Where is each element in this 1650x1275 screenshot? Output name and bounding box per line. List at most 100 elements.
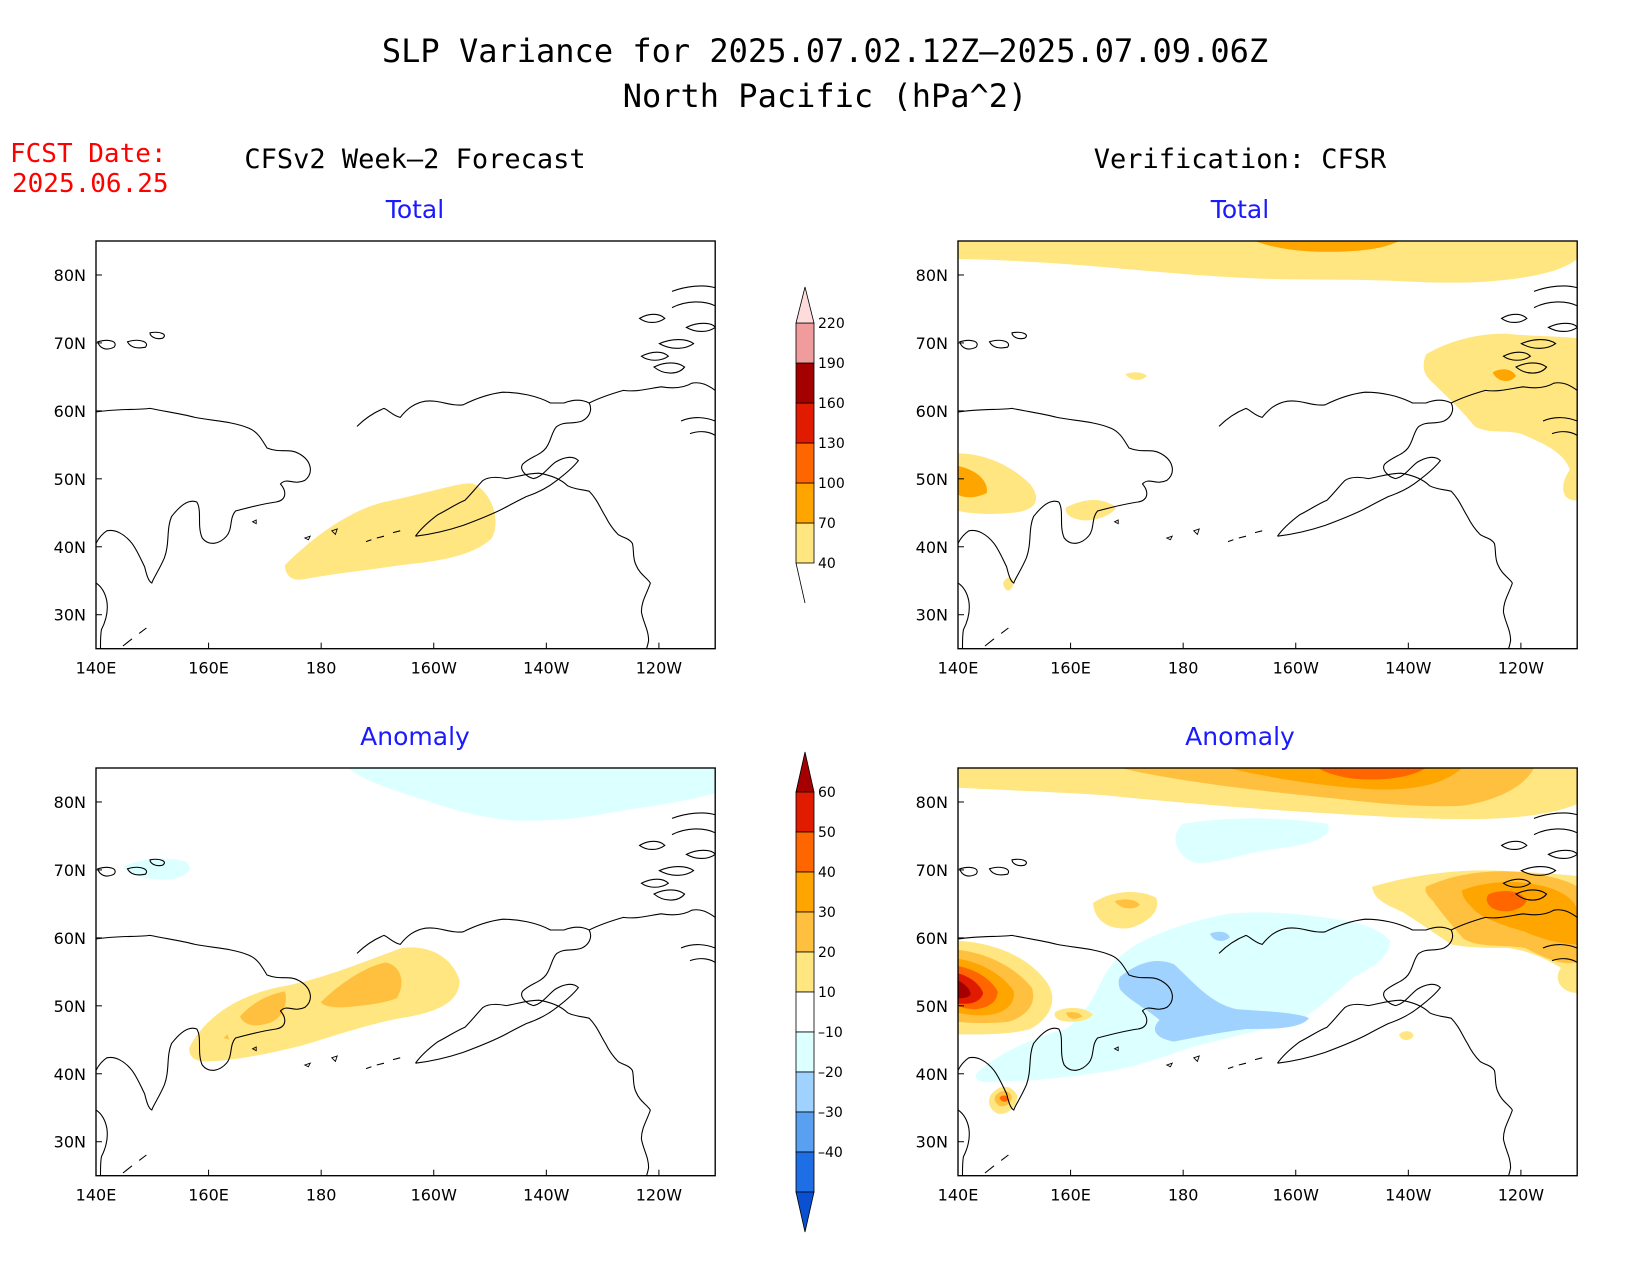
shading-arctic-pos40	[1318, 768, 1426, 780]
anomaly-colorbar: 60 50 40 30 20 10 –10 –20 –30 –40	[795, 751, 843, 1233]
map-panel-verification-anomaly	[957, 767, 1578, 1177]
lat-tick-label: 30N	[54, 1133, 86, 1152]
panel-title-forecast-total: Total	[385, 195, 444, 224]
shading-pos-kuril-20	[1066, 1012, 1083, 1019]
colorbar-level-label: 220	[818, 316, 845, 332]
lat-tick-label: 80N	[916, 793, 948, 812]
colorbar-level-label: 20	[818, 945, 836, 961]
map-panel-verification-total	[957, 240, 1578, 650]
fcst-date-value: 2025.06.25	[12, 169, 169, 199]
colorbar-swatch	[795, 751, 815, 793]
shading-neg-siberia	[123, 858, 190, 880]
colorbar-swatch	[795, 871, 815, 913]
lat-tick-label: 60N	[916, 402, 948, 421]
lon-tick-label: 140W	[1385, 659, 1432, 678]
shading-kamchatka-pos60	[958, 980, 971, 999]
lon-tick-label: 120W	[1498, 1186, 1545, 1205]
lon-tick-label: 160W	[411, 659, 458, 678]
lon-tick-label: 160E	[1050, 1186, 1091, 1205]
colorbar-level-label: 30	[818, 905, 836, 921]
colorbar-level-label: –10	[818, 1025, 843, 1041]
shading-pos-20-c	[223, 1034, 230, 1040]
colorbar-level-label: –40	[818, 1145, 843, 1161]
lat-tick-label: 60N	[54, 929, 86, 948]
lon-tick-label: 160W	[1273, 659, 1320, 678]
lat-tick-label: 50N	[54, 997, 86, 1016]
shading-canada-pos40	[1486, 891, 1527, 912]
lon-tick-label: 140E	[938, 1186, 979, 1205]
shading-kamchatka	[958, 453, 1037, 514]
colorbar-swatch	[795, 911, 815, 953]
lon-tick-label: 140W	[523, 659, 570, 678]
colorbar-swatch	[795, 442, 815, 484]
lon-tick-label: 120W	[636, 659, 683, 678]
shading-neg-pacific-20	[1118, 961, 1309, 1042]
shading-kamchatka-core	[958, 466, 987, 498]
colorbar-swatch	[795, 322, 815, 364]
shading-pacific-blob	[1065, 499, 1117, 521]
colorbar-level-label: 100	[818, 476, 845, 492]
lat-tick-label: 60N	[54, 402, 86, 421]
panel-title-verification-anomaly: Anomaly	[1185, 722, 1295, 751]
main-subtitle: North Pacific (hPa^2)	[623, 77, 1028, 115]
lat-tick-label: 70N	[54, 861, 86, 880]
shading-pos-small-east	[1399, 1031, 1414, 1041]
colorbar-level-label: –30	[818, 1105, 843, 1121]
colorbar-swatch	[795, 791, 815, 833]
colorbar-swatch	[795, 286, 815, 324]
main-title: SLP Variance for 2025.07.02.12Z–2025.07.…	[382, 32, 1268, 70]
colorbar-level-label: 190	[818, 356, 845, 372]
lon-tick-label: 120W	[1498, 659, 1545, 678]
lat-tick-label: 70N	[916, 861, 948, 880]
lat-tick-label: 50N	[916, 470, 948, 489]
colorbar-level-label: 60	[818, 785, 836, 801]
panel-title-verification-total: Total	[1210, 195, 1269, 224]
lon-tick-label: 140E	[938, 659, 979, 678]
colorbar-swatch	[795, 1071, 815, 1113]
colorbar-swatch	[795, 1111, 815, 1153]
colorbar-tail	[795, 562, 806, 604]
right-column-title: Verification: CFSR	[1094, 144, 1387, 175]
shading-pos-20-b	[321, 962, 402, 1008]
lat-tick-label: 30N	[54, 606, 86, 625]
lon-tick-label: 160W	[1273, 1186, 1320, 1205]
lat-tick-label: 80N	[54, 266, 86, 285]
lat-tick-label: 50N	[916, 997, 948, 1016]
lon-tick-label: 140E	[76, 659, 117, 678]
lat-tick-label: 80N	[54, 793, 86, 812]
lon-tick-label: 180	[1168, 659, 1199, 678]
lat-tick-label: 40N	[54, 538, 86, 557]
fcst-date-label: FCST Date:	[10, 139, 167, 169]
shading-small-blob-2	[1003, 577, 1014, 591]
colorbar-swatch	[795, 482, 815, 524]
lon-tick-label: 180	[306, 1186, 337, 1205]
colorbar-swatch	[795, 1191, 815, 1233]
lat-tick-label: 40N	[916, 538, 948, 557]
lat-tick-label: 30N	[916, 606, 948, 625]
colorbar-level-label: 130	[818, 436, 845, 452]
colorbar-swatch	[795, 362, 815, 404]
lon-tick-label: 140W	[1385, 1186, 1432, 1205]
colorbar-level-label: 70	[818, 516, 836, 532]
colorbar-swatch	[795, 831, 815, 873]
lon-tick-label: 120W	[636, 1186, 683, 1205]
colorbar-swatch	[795, 991, 815, 1033]
shading-40-70	[285, 483, 496, 580]
lon-tick-label: 160E	[1050, 659, 1091, 678]
colorbar-swatch	[795, 1151, 815, 1193]
lat-tick-label: 60N	[916, 929, 948, 948]
colorbar-level-label: 40	[818, 865, 836, 881]
lat-tick-label: 40N	[54, 1065, 86, 1084]
colorbar-level-label: –20	[818, 1065, 843, 1081]
lon-tick-label: 140E	[76, 1186, 117, 1205]
colorbar-level-label: 10	[818, 985, 836, 1001]
lat-tick-label: 70N	[916, 334, 948, 353]
shading-pos-japan-30	[999, 1095, 1009, 1102]
lat-tick-label: 40N	[916, 1065, 948, 1084]
shading-arctic-core	[1255, 241, 1399, 252]
shading-pos-20-a	[240, 991, 286, 1026]
colorbar-level-label: 40	[818, 556, 836, 572]
map-panel-forecast-total	[95, 240, 716, 650]
shading-neg-small-20	[1210, 931, 1230, 941]
lon-tick-label: 160E	[188, 1186, 229, 1205]
